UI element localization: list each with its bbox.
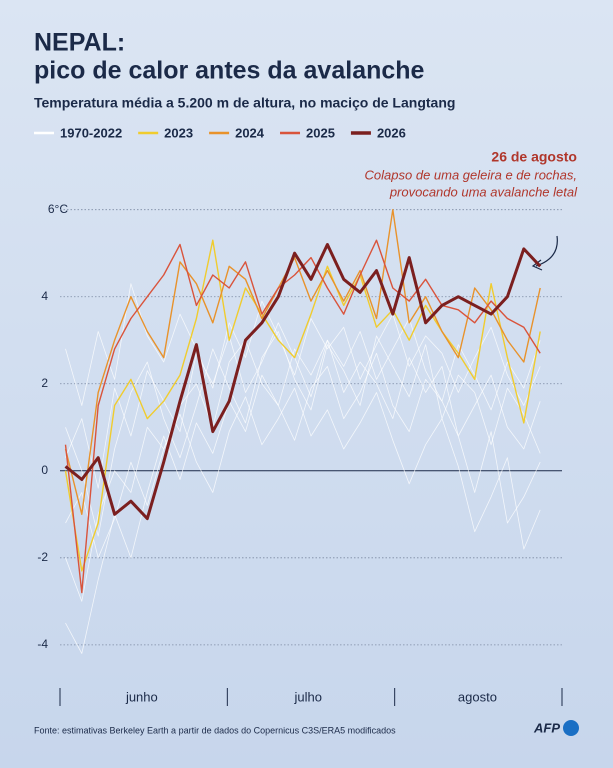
- x-tick-label: junho: [125, 689, 158, 704]
- series-line: [65, 339, 541, 602]
- series-line: [64, 239, 541, 572]
- y-tick-label: 0: [41, 463, 48, 477]
- chart-title: pico de calor antes da avalanche: [34, 57, 425, 85]
- annotation-text: provocando uma avalanche letal: [389, 184, 578, 199]
- legend-label: 2024: [235, 125, 265, 140]
- y-tick-label: -2: [37, 550, 48, 564]
- x-tick-label: julho: [294, 689, 322, 704]
- y-tick-label: -4: [37, 637, 48, 651]
- chart-title: NEPAL:: [34, 29, 125, 57]
- legend-label: 2026: [377, 125, 406, 140]
- annotation-text: Colapso de uma geleira e de rochas,: [365, 167, 577, 182]
- annotation-arrowhead: [531, 259, 543, 271]
- series-line: [64, 243, 542, 521]
- logo-mark: [563, 720, 579, 736]
- y-tick-label: 4: [41, 289, 48, 303]
- legend-label: 1970-2022: [60, 125, 122, 140]
- series-line: [64, 209, 541, 515]
- y-tick-label: 2: [41, 376, 48, 390]
- series-line: [65, 331, 541, 537]
- x-tick-label: agosto: [458, 689, 497, 704]
- source: Fonte: estimativas Berkeley Earth a part…: [34, 725, 396, 735]
- subtitle: Temperatura média a 5.200 m de altura, n…: [34, 95, 455, 111]
- legend-label: 2023: [164, 125, 193, 140]
- logo: AFP: [533, 720, 560, 735]
- annotation-title: 26 de agosto: [491, 149, 577, 165]
- series-line: [65, 352, 541, 654]
- series-line: [65, 318, 541, 489]
- legend-label: 2025: [306, 125, 335, 140]
- series-line: [65, 387, 541, 559]
- y-tick-label: 6°C: [48, 202, 68, 216]
